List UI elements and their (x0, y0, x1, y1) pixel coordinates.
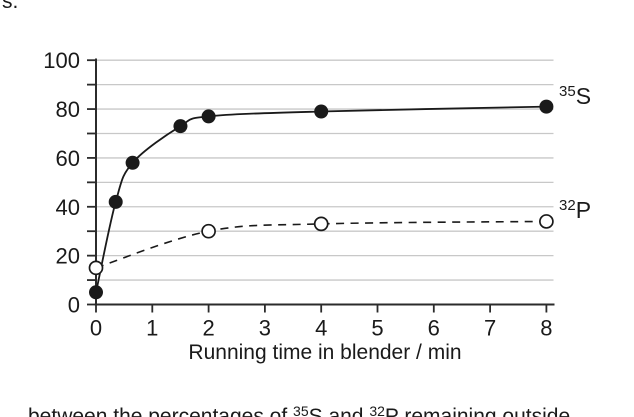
series-label-32P: 32P (559, 197, 591, 224)
x-tick-label: 2 (202, 316, 214, 341)
bottom-text-part: P remaining outside (384, 405, 571, 417)
clipped-text-top-left: s. (2, 0, 19, 13)
bottom-text-superscript-35: 35 (293, 403, 309, 417)
x-axis-title: Running time in blender / min (188, 341, 462, 364)
data-point-35S (173, 119, 188, 134)
data-point-35S (125, 155, 140, 170)
y-tick-label: 80 (56, 97, 80, 122)
data-point-32P (313, 216, 329, 232)
line-chart: 0 20 40 60 80 100 0 1 2 3 4 5 6 7 8 (43, 48, 555, 341)
bottom-text-part: between the percentages of (28, 405, 294, 417)
x-tick-label: 8 (540, 316, 552, 341)
y-tick-label: 20 (56, 244, 80, 269)
bottom-text-part: S and (308, 405, 370, 417)
series-label-32P-superscript: 32 (559, 197, 576, 214)
data-point-35S (314, 104, 329, 119)
data-point-35S (201, 109, 216, 124)
x-tick-label: 7 (484, 316, 496, 341)
x-tick-label: 1 (146, 316, 158, 341)
data-point-32P (539, 214, 554, 229)
series-label-35S-superscript: 35 (559, 83, 576, 100)
x-tick-label: 5 (371, 316, 383, 341)
y-tick-label: 100 (43, 48, 80, 73)
data-point-35S (89, 285, 103, 300)
x-tick-label: 3 (259, 316, 271, 341)
x-tick-label: 6 (428, 316, 440, 341)
data-point-35S (108, 194, 123, 209)
x-tick-label: 0 (90, 316, 102, 341)
y-tick-label: 40 (56, 195, 80, 220)
y-tick-label: 60 (56, 146, 80, 171)
series-line-32P (95, 220, 547, 269)
data-point-35S (539, 99, 554, 114)
series-label-35S-symbol: S (575, 83, 592, 109)
y-tick-label: 0 (68, 293, 80, 318)
bottom-text-superscript-32: 32 (369, 403, 385, 417)
series-label-35S: 35S (559, 83, 591, 110)
data-point-32P (88, 260, 104, 276)
series-label-32P-symbol: P (575, 197, 592, 223)
clipped-text-bottom: between the percentages of 35S and 32P r… (28, 403, 571, 417)
x-tick-label: 4 (315, 316, 327, 341)
data-point-32P (201, 223, 216, 239)
series-line-35S (95, 105, 547, 293)
